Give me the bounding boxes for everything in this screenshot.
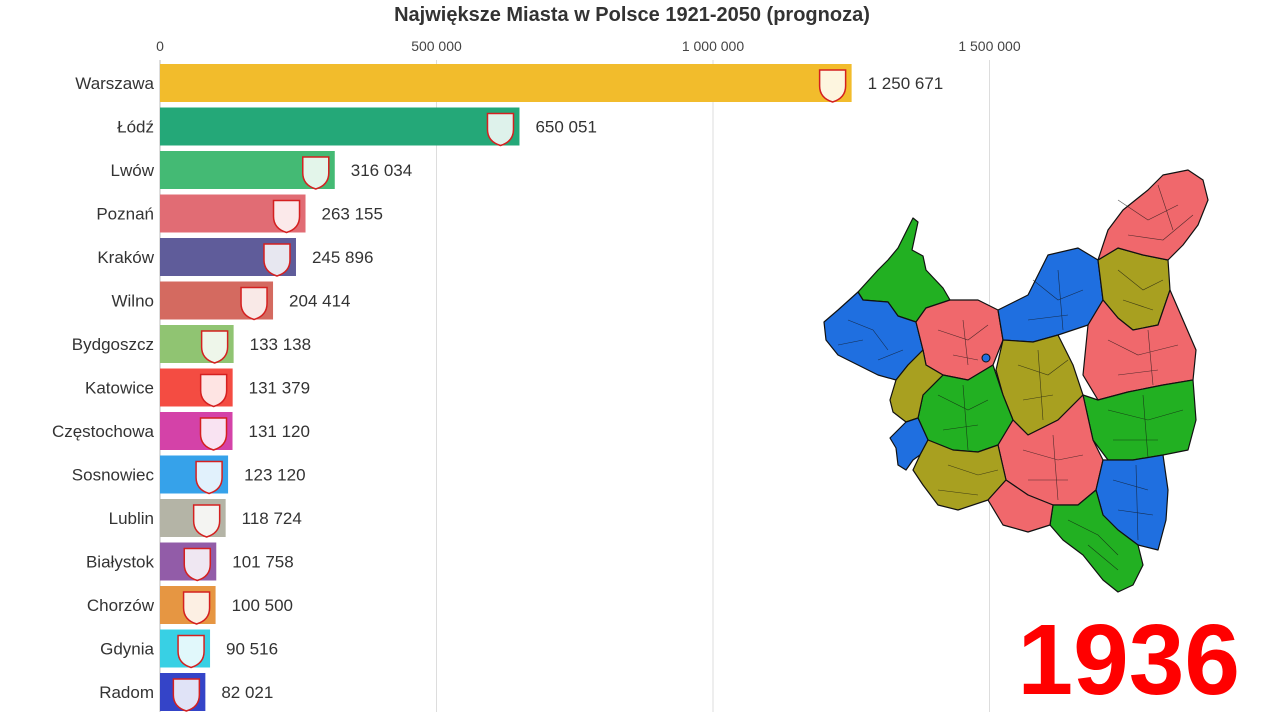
year-label: 1936 bbox=[1017, 604, 1240, 716]
coat-of-arms-icon bbox=[182, 591, 211, 625]
coat-of-arms-icon bbox=[183, 547, 212, 582]
category-label: Bydgoszcz bbox=[72, 335, 154, 354]
x-tick-label: 1 500 000 bbox=[958, 38, 1020, 54]
category-label: Warszawa bbox=[75, 74, 154, 93]
category-label: Poznań bbox=[96, 205, 154, 224]
coat-of-arms-icon bbox=[199, 373, 228, 408]
category-label: Sosnowiec bbox=[72, 466, 155, 485]
map-region bbox=[889, 417, 929, 471]
value-label: 204 414 bbox=[289, 292, 350, 311]
value-label: 101 758 bbox=[232, 553, 293, 572]
coat-of-arms-icon bbox=[195, 460, 223, 495]
value-label: 650 051 bbox=[535, 118, 596, 137]
map-region bbox=[1049, 489, 1144, 593]
coat-of-arms-icon bbox=[240, 286, 268, 321]
x-tick-label: 1 000 000 bbox=[682, 38, 744, 54]
coat-of-arms-icon bbox=[486, 112, 515, 147]
bar bbox=[160, 107, 520, 146]
value-label: 90 516 bbox=[226, 640, 278, 659]
coat-of-arms-icon bbox=[172, 678, 201, 712]
map-region bbox=[1082, 379, 1197, 461]
coat-of-arms-icon bbox=[192, 504, 221, 538]
value-label: 100 500 bbox=[232, 596, 293, 615]
value-label: 82 021 bbox=[221, 683, 273, 702]
x-tick-label: 0 bbox=[156, 38, 164, 54]
coat-of-arms-icon bbox=[818, 69, 847, 103]
category-label: Chorzów bbox=[87, 596, 155, 615]
map-region bbox=[912, 439, 1007, 511]
coat-of-arms-icon bbox=[199, 417, 228, 451]
category-label: Lublin bbox=[109, 509, 154, 528]
value-label: 263 155 bbox=[322, 205, 383, 224]
category-label: Gdynia bbox=[100, 640, 154, 659]
value-label: 131 120 bbox=[249, 422, 310, 441]
map-region bbox=[987, 479, 1054, 533]
poland-voivodeships-map bbox=[823, 169, 1209, 593]
category-label: Wilno bbox=[111, 292, 154, 311]
value-label: 1 250 671 bbox=[868, 74, 944, 93]
category-label: Kraków bbox=[97, 248, 154, 267]
map-region bbox=[1097, 169, 1209, 261]
value-label: 245 896 bbox=[312, 248, 373, 267]
value-label: 123 120 bbox=[244, 466, 305, 485]
coat-of-arms-icon bbox=[272, 199, 301, 234]
value-label: 118 724 bbox=[242, 509, 302, 528]
category-label: Lwów bbox=[111, 161, 155, 180]
category-label: Katowice bbox=[85, 379, 154, 398]
coat-of-arms-icon bbox=[263, 243, 291, 277]
warsaw-marker bbox=[981, 353, 991, 363]
bar bbox=[160, 64, 852, 102]
map-region bbox=[889, 349, 944, 423]
coat-of-arms-icon bbox=[200, 330, 229, 364]
category-label: Łódź bbox=[117, 118, 154, 137]
value-label: 131 379 bbox=[249, 379, 310, 398]
coat-of-arms-icon bbox=[302, 156, 330, 190]
category-label: Białystok bbox=[86, 553, 155, 572]
x-tick-label: 500 000 bbox=[411, 38, 462, 54]
coat-of-arms-icon bbox=[177, 634, 205, 669]
category-label: Radom bbox=[99, 683, 154, 702]
category-label: Częstochowa bbox=[52, 422, 155, 441]
value-label: 316 034 bbox=[351, 161, 412, 180]
value-label: 133 138 bbox=[250, 335, 311, 354]
chart-title: Największe Miasta w Polsce 1921-2050 (pr… bbox=[394, 4, 870, 26]
